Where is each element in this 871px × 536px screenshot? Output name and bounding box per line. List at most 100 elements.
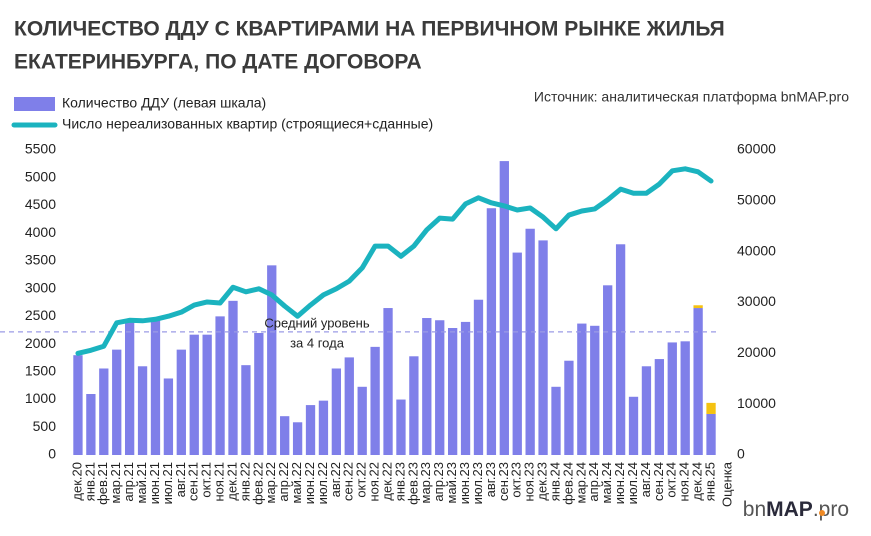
bar <box>189 334 199 455</box>
y-tick-label: 0 <box>48 446 56 462</box>
bar <box>344 357 354 455</box>
x-tick-label: янв.21 <box>82 462 97 501</box>
y-tick-label: 2500 <box>25 307 56 323</box>
bar <box>99 368 109 455</box>
x-tick-label: май.22 <box>289 462 304 504</box>
bar <box>86 394 96 455</box>
x-tick-label: май.21 <box>134 462 149 504</box>
y-tick-label: 3500 <box>25 252 56 268</box>
x-tick-label: окт.24 <box>664 462 679 498</box>
bar <box>124 321 135 455</box>
logo: bnMAP.pro <box>743 498 849 521</box>
x-tick-label: янв.25 <box>702 462 717 501</box>
x-tick-label: авг.23 <box>483 462 498 497</box>
legend-label: Число нереализованных квартир (строящиес… <box>62 116 433 132</box>
x-tick-label: авг.24 <box>638 462 653 497</box>
chart-title: КОЛИЧЕСТВО ДДУ С КВАРТИРАМИ НА ПЕРВИЧНОМ… <box>14 18 725 41</box>
y-tick-label: 4000 <box>25 224 56 240</box>
x-tick-label: фев.21 <box>95 462 110 505</box>
bar <box>254 333 264 455</box>
y2-tick-label: 0 <box>737 446 745 462</box>
x-tick-label: июн.22 <box>302 462 317 504</box>
x-tick-label: фев.23 <box>405 462 420 505</box>
x-tick-label: авг.22 <box>328 462 343 497</box>
bar <box>603 285 613 455</box>
reference-label: за 4 года <box>290 335 345 350</box>
y-tick-label: 500 <box>33 418 57 434</box>
x-tick-label: апр.22 <box>276 462 291 502</box>
x-tick-label: апр.24 <box>586 462 601 502</box>
bar <box>590 325 600 455</box>
x-tick-label: дек.24 <box>690 462 705 501</box>
bar <box>150 319 161 455</box>
x-tick-label: мар.23 <box>418 462 433 503</box>
x-tick-label: сен.23 <box>496 462 511 501</box>
x-tick-label: июн.23 <box>457 462 472 504</box>
bar <box>112 349 122 455</box>
bar <box>280 416 290 455</box>
logo-dot <box>819 510 825 516</box>
line <box>75 166 714 356</box>
bar <box>267 265 277 455</box>
x-tick-label: апр.23 <box>431 462 446 502</box>
x-tick-label: дек.22 <box>379 462 394 501</box>
logo-part: .pro <box>813 498 849 521</box>
y2-tick-label: 40000 <box>737 242 776 258</box>
bar <box>628 396 639 455</box>
source: Источник: аналитическая платформа bnMAP.… <box>534 89 849 105</box>
x-tick-label: июл.24 <box>625 462 640 504</box>
bar <box>422 318 432 455</box>
x-tick-label: янв.24 <box>547 462 562 501</box>
x-tick-label: ноя.21 <box>212 462 227 502</box>
y-tick-label: 1500 <box>25 363 56 379</box>
x-tick-label: янв.23 <box>392 462 407 501</box>
y-tick-label: 2000 <box>25 335 56 351</box>
bar <box>163 378 174 455</box>
legend-swatch <box>14 97 55 111</box>
y2-tick-label: 60000 <box>737 141 776 157</box>
x-tick-label: ноя.23 <box>522 462 537 502</box>
y-tick-label: 3000 <box>25 279 56 295</box>
y-tick-label: 5000 <box>25 168 56 184</box>
bar <box>538 240 548 455</box>
bar <box>706 413 716 455</box>
bar <box>551 386 561 455</box>
x-tick-label: мар.22 <box>263 462 278 503</box>
bar <box>318 400 329 455</box>
x-tick-label: сен.24 <box>651 462 666 501</box>
bar <box>176 349 186 455</box>
x-tick-label: май.24 <box>599 462 614 504</box>
x-tick-label: окт.22 <box>354 462 369 498</box>
legend-label: Количество ДДУ (левая шкала) <box>62 95 266 111</box>
bar <box>137 366 148 455</box>
estimate-bar <box>693 305 703 309</box>
bar <box>680 341 690 455</box>
bar <box>370 346 380 455</box>
x-tick-label: мар.24 <box>573 462 588 503</box>
x-tick-label: апр.21 <box>121 462 136 502</box>
y2-tick-label: 10000 <box>737 395 776 411</box>
bar <box>499 161 509 455</box>
x-tick-label: фев.24 <box>560 462 575 505</box>
bar <box>615 244 626 455</box>
x-tick-label: июл.21 <box>160 462 175 504</box>
y-tick-label: 4500 <box>25 196 56 212</box>
x-tick-label: мар.21 <box>108 462 123 503</box>
reference-label: Средний уровень <box>264 315 369 330</box>
x-tick-label: фев.22 <box>250 462 265 505</box>
y2-tick-label: 20000 <box>737 344 776 360</box>
bar <box>331 368 342 455</box>
x-tick-label: июн.21 <box>147 462 162 504</box>
bar <box>435 320 445 455</box>
bar <box>486 208 497 455</box>
bar <box>396 399 406 455</box>
bar <box>357 386 367 455</box>
y-tick-label: 1000 <box>25 390 56 406</box>
bar <box>525 228 535 455</box>
x-tick-label: июл.22 <box>315 462 330 504</box>
bar <box>73 355 83 455</box>
bar <box>577 323 587 455</box>
bar <box>564 360 574 455</box>
x-tick-label: май.23 <box>444 462 459 504</box>
